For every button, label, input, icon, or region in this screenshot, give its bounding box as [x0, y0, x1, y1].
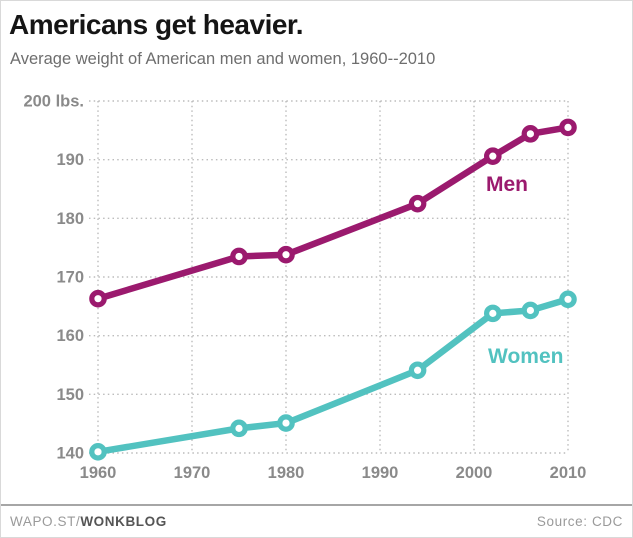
- men-point-2006: [521, 125, 540, 143]
- weight-chart: 1960 1970 1980 1990 2000 2010 140 150 160 170 180 1…: [23, 93, 587, 483]
- y-tick-140: 140: [56, 445, 84, 463]
- brand-prefix: WAPO.ST/: [10, 514, 81, 529]
- y-tick-200: 200 lbs.: [23, 93, 84, 111]
- women-point-2002: [483, 304, 502, 323]
- x-tick-1980: 1980: [268, 464, 305, 482]
- men-point-1960: [89, 289, 107, 308]
- men-point-1975: [230, 247, 248, 266]
- women-point-2010: [559, 290, 577, 309]
- women-point-1980: [277, 414, 295, 432]
- x-tick-1970: 1970: [174, 464, 211, 482]
- footer-bar: WAPO.ST/WONKBLOG Source: CDC: [1, 504, 632, 537]
- source-credit: Source: CDC: [536, 514, 623, 529]
- men-point-2010: [559, 118, 577, 137]
- y-tick-180: 180: [56, 210, 84, 228]
- men-series-label: Men: [486, 173, 528, 196]
- brand: WAPO.ST/WONKBLOG: [10, 514, 167, 529]
- page-title: Americans get heavier.: [9, 9, 304, 40]
- women-point-2006: [521, 301, 540, 320]
- women-line: [94, 296, 572, 456]
- y-tick-160: 160: [56, 327, 84, 345]
- men-point-1994: [408, 194, 427, 213]
- x-tick-1990: 1990: [362, 464, 399, 482]
- y-tick-190: 190: [56, 151, 84, 169]
- x-tick-1960: 1960: [80, 464, 117, 482]
- page-subtitle: Average weight of American men and women…: [10, 50, 436, 68]
- x-tick-2000: 2000: [456, 464, 493, 482]
- women-point-1975: [230, 419, 248, 438]
- men-point-2002: [483, 147, 502, 165]
- men-point-1980: [277, 245, 295, 264]
- women-series-label: Women: [488, 345, 563, 368]
- women-point-1994: [408, 361, 427, 380]
- y-tick-170: 170: [56, 269, 84, 287]
- y-tick-150: 150: [56, 386, 84, 404]
- women-point-1960: [89, 443, 107, 461]
- brand-wonkblog: WONKBLOG: [80, 514, 167, 529]
- x-tick-2010: 2010: [550, 464, 587, 482]
